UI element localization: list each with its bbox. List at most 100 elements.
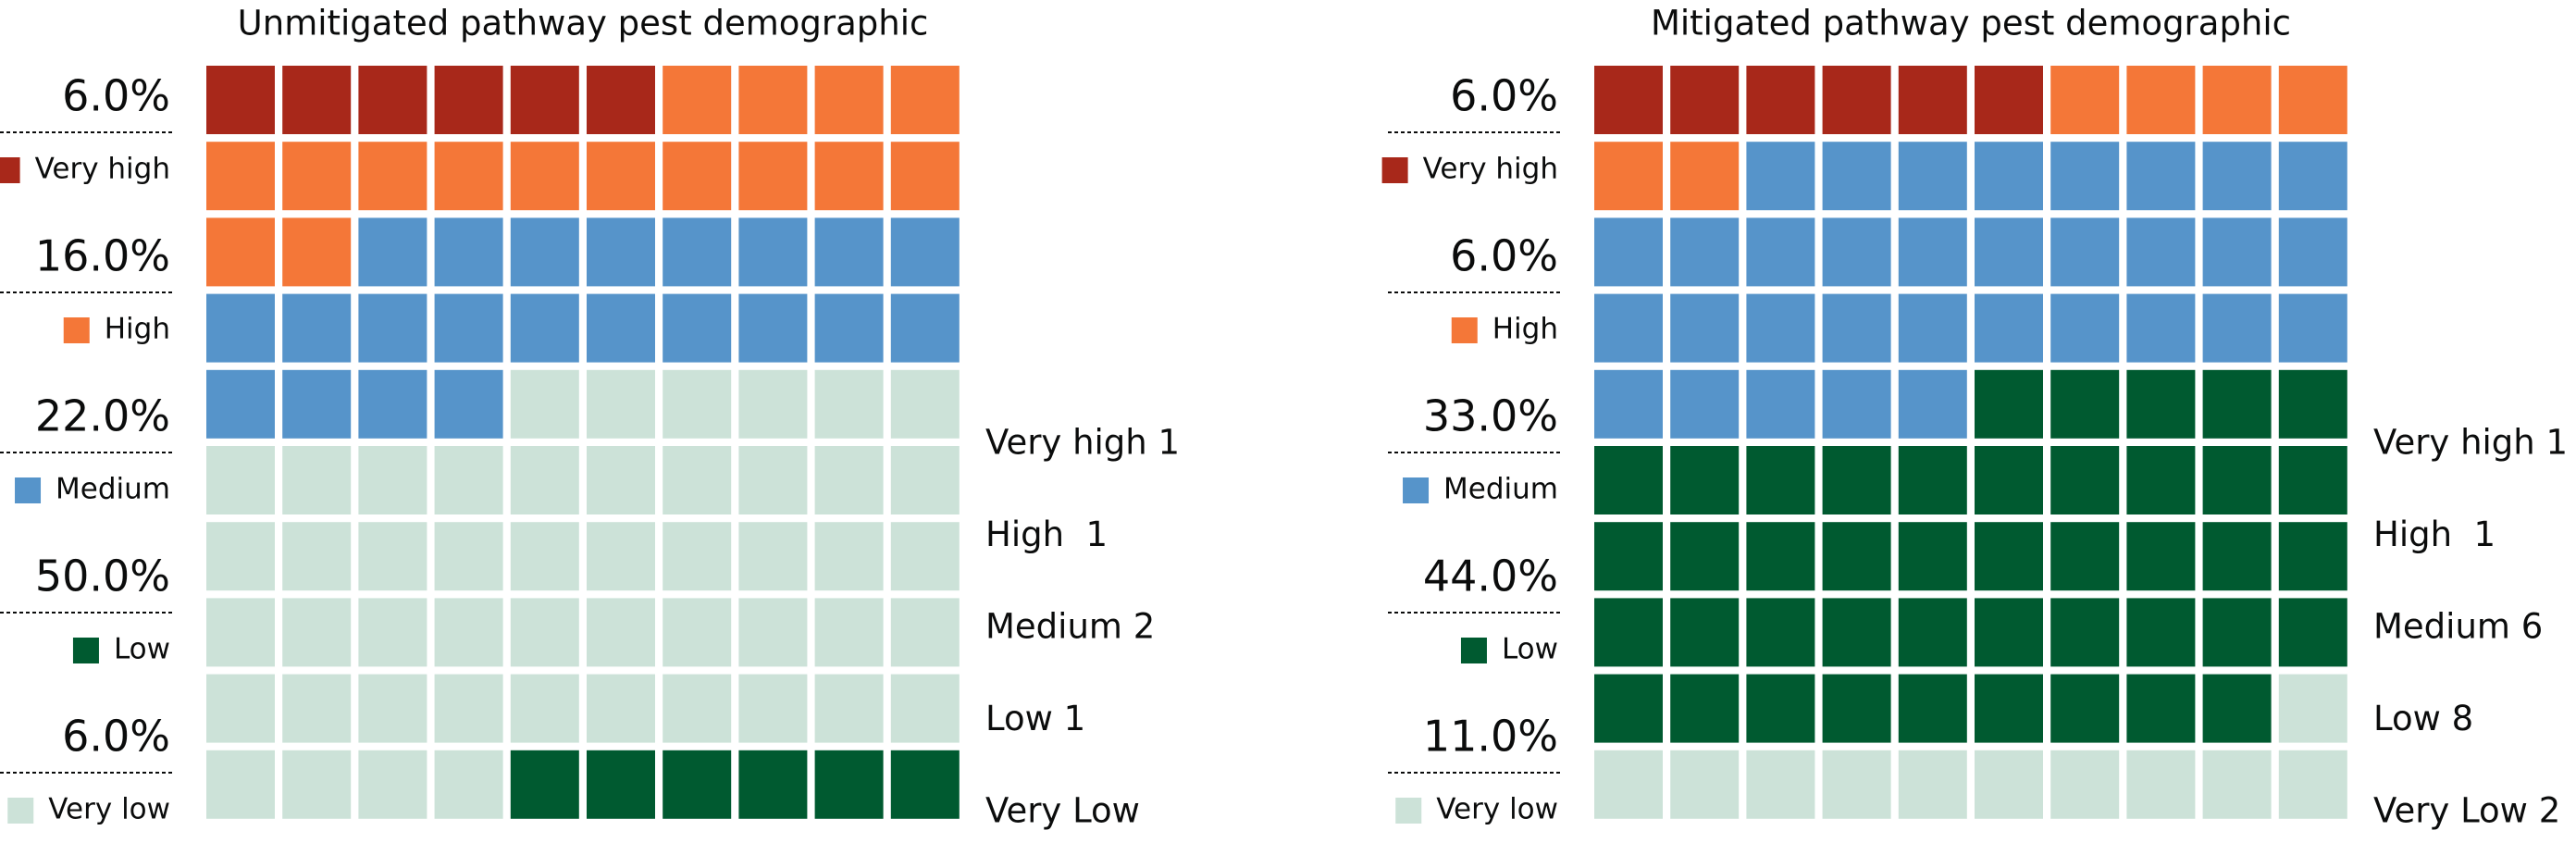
waffle-cell (2050, 598, 2120, 667)
waffle-cell (510, 674, 579, 743)
waffle-cell (358, 598, 427, 667)
waffle-cell (2278, 217, 2347, 287)
waffle-cell (1822, 598, 1891, 667)
waffle-cell (2126, 142, 2196, 211)
legend-value: 6.0% (1450, 71, 1558, 121)
legend-value: 16.0% (35, 231, 170, 281)
legend-swatch (1451, 317, 1478, 343)
waffle-cell (1898, 293, 1967, 363)
waffle-cell (1670, 598, 1740, 667)
waffle-cell (206, 750, 275, 819)
waffle-cell (1822, 522, 1891, 591)
legend-label: Medium (1443, 473, 1558, 506)
waffle-cell (814, 446, 884, 514)
waffle-cell (510, 369, 579, 439)
waffle-cell (282, 369, 352, 439)
legend-value: 6.0% (62, 71, 170, 121)
legend-swatch (63, 317, 90, 343)
waffle-cell (434, 293, 503, 363)
waffle-cell (1746, 674, 1815, 743)
waffle-cell (663, 369, 732, 439)
waffle-cell (2050, 217, 2120, 287)
waffle-cell (890, 750, 960, 819)
waffle-cell (1822, 674, 1891, 743)
waffle-cell (2126, 598, 2196, 667)
waffle-cell (663, 142, 732, 211)
waffle-cell (890, 446, 960, 514)
waffle-cell (2278, 674, 2347, 743)
legend-swatch (1381, 157, 1408, 183)
waffle-cell (1594, 293, 1663, 363)
waffle-cell (890, 598, 960, 667)
waffle-cell (890, 369, 960, 439)
waffle-cell (206, 142, 275, 211)
waffle-cell (206, 293, 275, 363)
legend-swatch (1403, 477, 1430, 503)
legend-swatch (0, 157, 20, 183)
waffle-cell (1594, 66, 1663, 134)
waffle-cell (2126, 66, 2196, 134)
waffle-cell (206, 674, 275, 743)
waffle-cell (663, 674, 732, 743)
waffle-cell (587, 522, 655, 591)
waffle-cell (2278, 142, 2347, 211)
legend-value: 6.0% (62, 712, 170, 762)
waffle-cell (663, 522, 732, 591)
waffle-cell (2278, 598, 2347, 667)
legend-label: Low (1502, 633, 1558, 666)
waffle-cell (814, 142, 884, 211)
legend-swatch (15, 477, 42, 503)
waffle-cell (1898, 142, 1967, 211)
waffle-cell (282, 217, 352, 287)
waffle-cell (1594, 142, 1663, 211)
waffle-cell (663, 598, 732, 667)
legend-swatch (72, 638, 99, 663)
waffle-cell (2050, 522, 2120, 591)
side-label: Very Low (985, 791, 1140, 831)
waffle-cell (1822, 369, 1891, 439)
waffle-cell (738, 369, 808, 439)
waffle-cell (1975, 66, 2043, 134)
waffle-cell (206, 446, 275, 514)
waffle-cell (510, 293, 579, 363)
legend-label: Very low (1436, 793, 1558, 826)
waffle-cell (587, 446, 655, 514)
waffle-cell (587, 293, 655, 363)
waffle-cell (2050, 66, 2120, 134)
waffle-cell (358, 142, 427, 211)
waffle-cell (2126, 750, 2196, 819)
waffle-cell (206, 369, 275, 439)
waffle-cell (1746, 217, 1815, 287)
waffle-cell (814, 750, 884, 819)
waffle-cell (1898, 750, 1967, 819)
waffle-cell (1975, 598, 2043, 667)
waffle-cell (738, 66, 808, 134)
waffle-cell (1822, 750, 1891, 819)
waffle-cell (2202, 750, 2272, 819)
waffle-cell (1975, 446, 2043, 514)
waffle-cell (890, 66, 960, 134)
waffle-cell (2202, 66, 2272, 134)
waffle-cell (587, 750, 655, 819)
side-label: Medium 6 (2373, 607, 2543, 647)
chart-title: Mitigated pathway pest demographic (1651, 4, 2291, 43)
waffle-cell (358, 446, 427, 514)
waffle-cell (2278, 369, 2347, 439)
side-label: High 1 (985, 514, 1108, 554)
legend-value: 44.0% (1423, 552, 1558, 601)
waffle-cell (2202, 674, 2272, 743)
waffle-cell (358, 369, 427, 439)
waffle-cell (2050, 446, 2120, 514)
waffle-cell (1670, 674, 1740, 743)
waffle-cell (358, 293, 427, 363)
legend-value: 50.0% (35, 552, 170, 601)
waffle-cell (2278, 522, 2347, 591)
waffle-cell (282, 522, 352, 591)
waffle-cell (1670, 522, 1740, 591)
waffle-cell (2050, 142, 2120, 211)
waffle-cell (2050, 369, 2120, 439)
waffle-cell (2278, 293, 2347, 363)
waffle-cell (1975, 750, 2043, 819)
waffle-cell (2126, 674, 2196, 743)
